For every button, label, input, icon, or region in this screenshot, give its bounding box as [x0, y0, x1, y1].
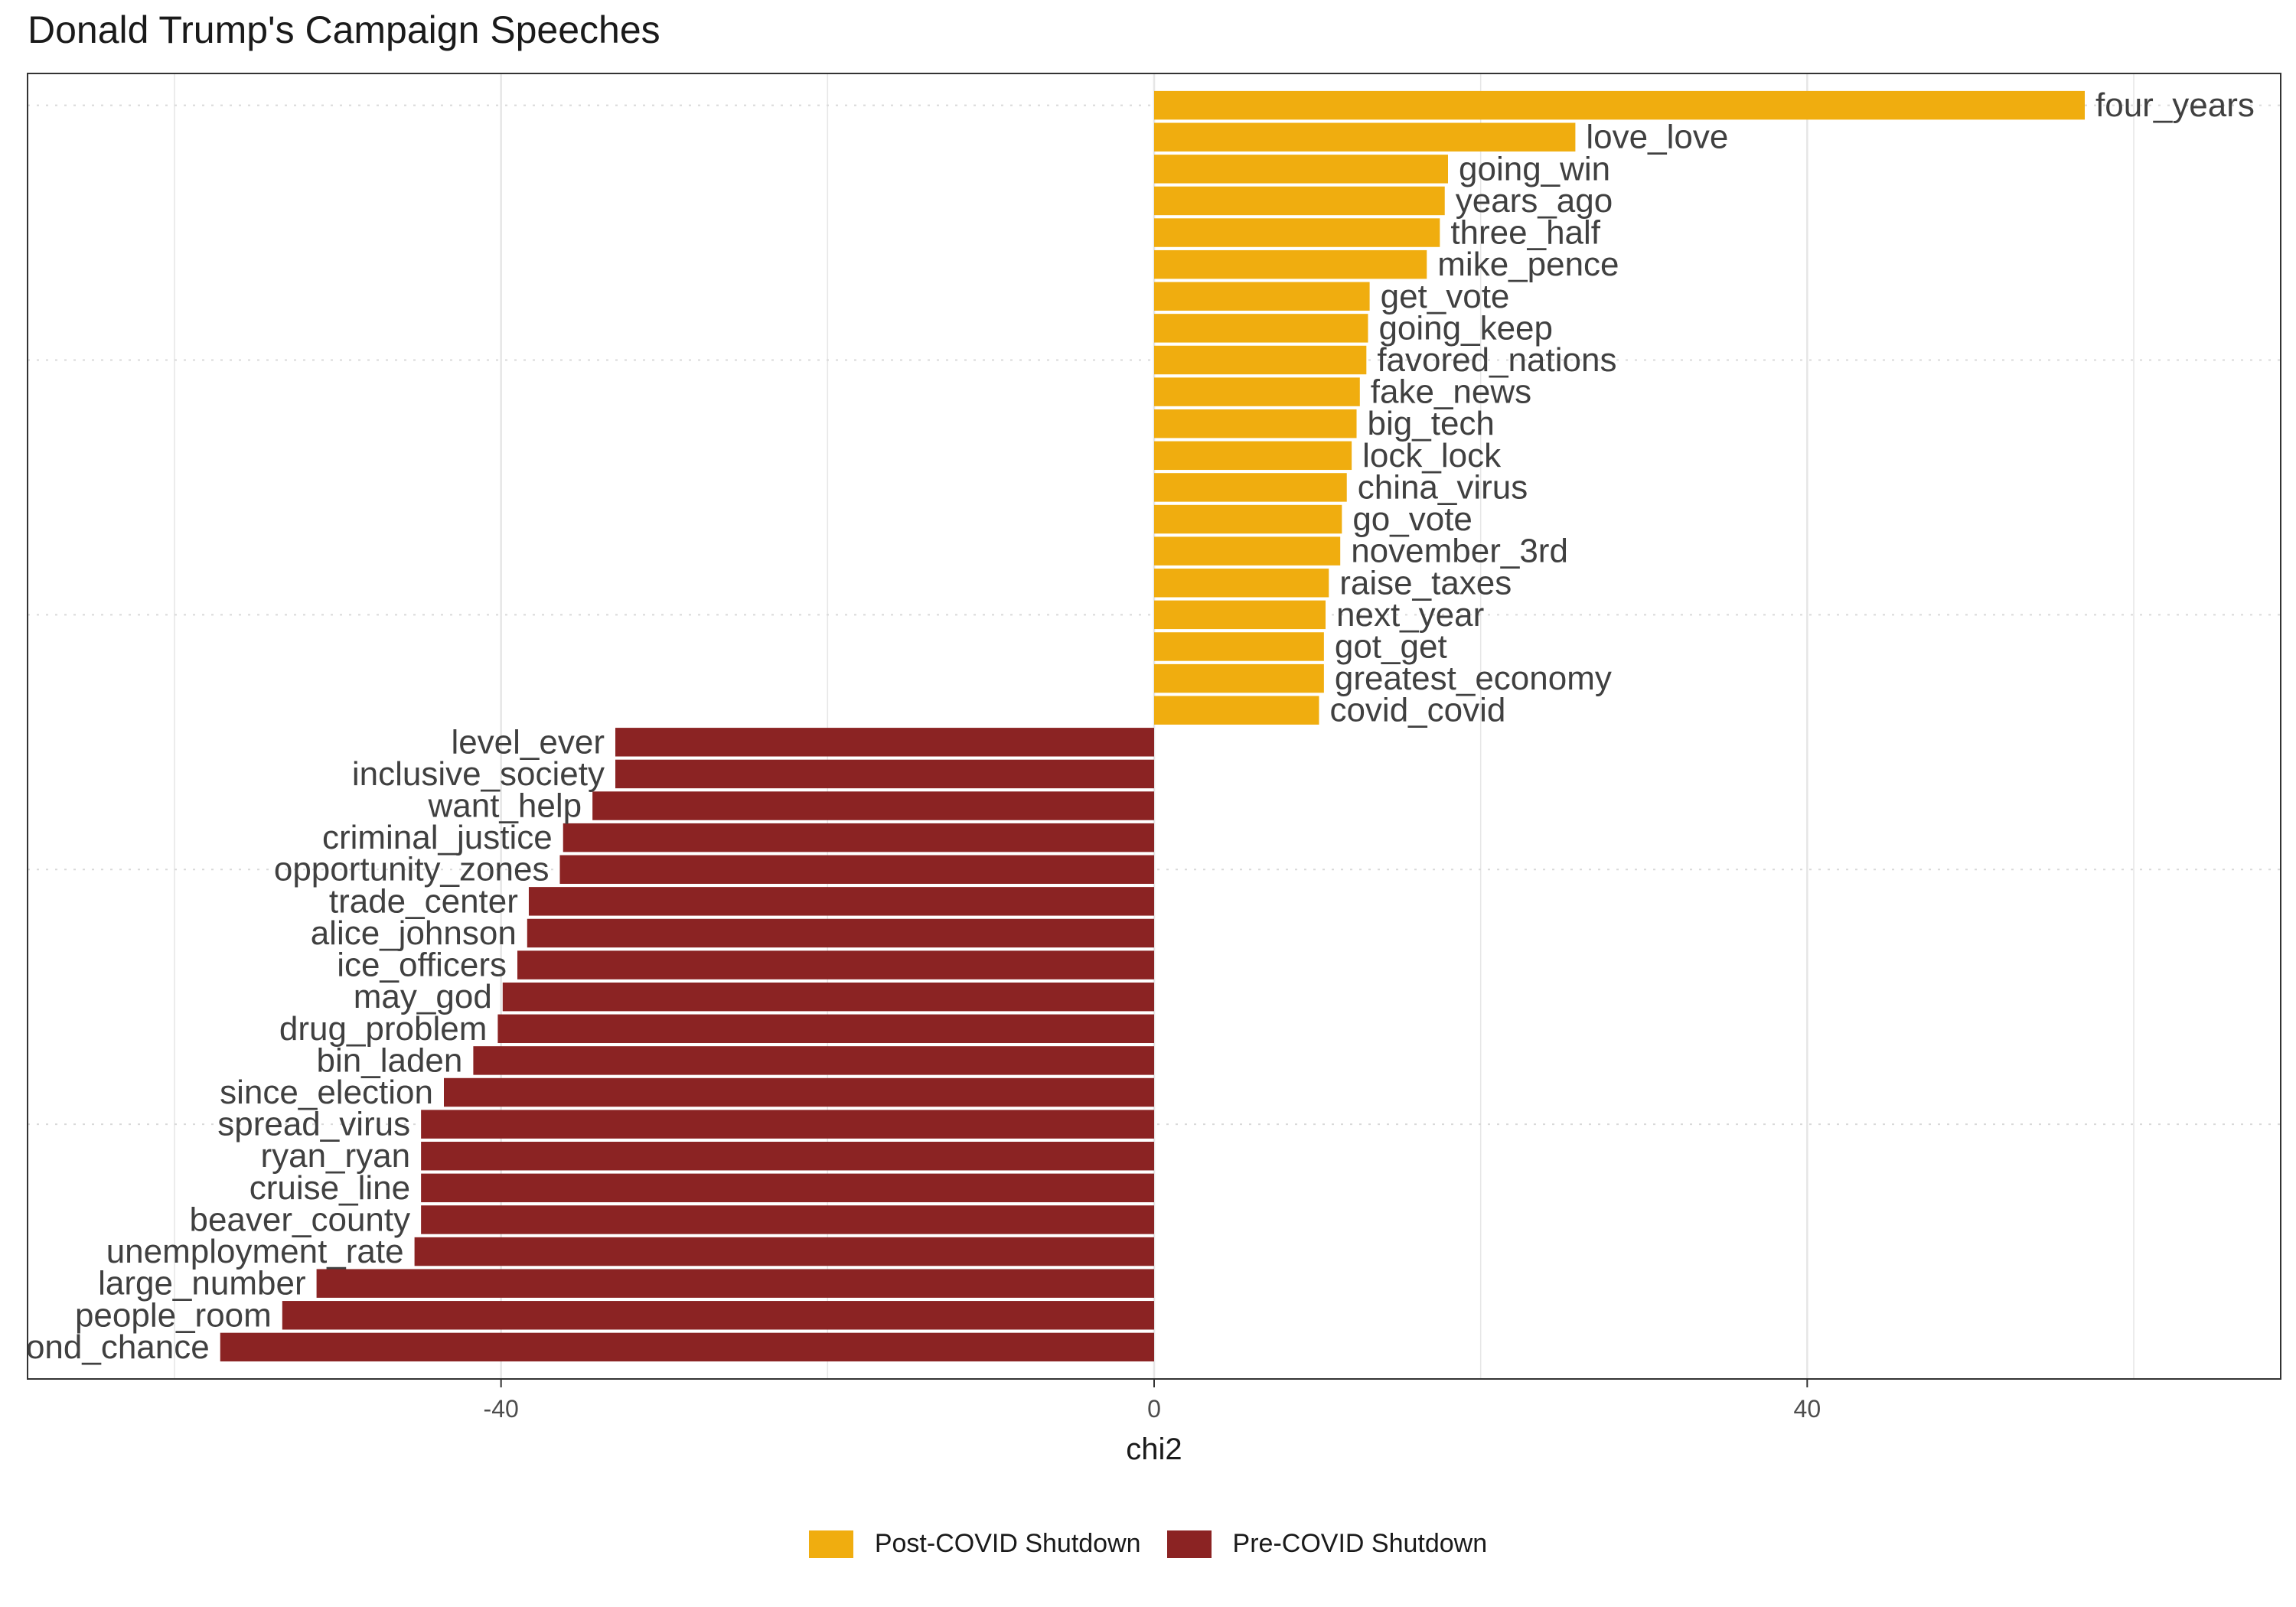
bar-label: years_ago	[1456, 182, 1613, 220]
bar-label: since_election	[220, 1074, 433, 1111]
bar-people-room	[282, 1301, 1154, 1330]
bar-mike-pence	[1154, 249, 1427, 279]
bar-raise-taxes	[1154, 569, 1329, 598]
bar-trade-center	[528, 887, 1154, 916]
bar-cruise-line	[421, 1173, 1154, 1203]
bar-label: bin_laden	[317, 1041, 463, 1079]
bar-label: trade_center	[329, 882, 518, 920]
bar-spread-virus	[421, 1110, 1154, 1139]
bar-label: going_win	[1459, 150, 1610, 187]
bar-label: spread_virus	[217, 1106, 410, 1143]
bar-label: ryan_ryan	[260, 1137, 410, 1175]
bar-label: favored_nations	[1377, 341, 1616, 379]
x-axis-label: chi2	[1126, 1433, 1182, 1466]
chart-title: Donald Trump's Campaign Speeches	[28, 8, 660, 51]
bar-label: drug_problem	[279, 1010, 488, 1048]
bar-got-get	[1154, 632, 1324, 661]
bar-may-god	[502, 982, 1154, 1012]
legend-label-pre: Pre-COVID Shutdown	[1232, 1529, 1488, 1558]
bar-label: level_ever	[451, 723, 605, 761]
bar-level-ever	[615, 728, 1154, 757]
bar-label: love_love	[1586, 119, 1728, 156]
legend-swatch-pre	[1166, 1530, 1212, 1558]
bar-label: going_keep	[1378, 309, 1553, 347]
bar-going-keep	[1154, 314, 1368, 343]
bar-label: mike_pence	[1437, 246, 1619, 283]
x-tick-label: -40	[484, 1395, 519, 1423]
bar-ryan-ryan	[421, 1142, 1154, 1171]
bar-big-tech	[1154, 409, 1357, 438]
bar-label: cruise_line	[249, 1169, 410, 1207]
bar-unemployment-rate	[414, 1237, 1154, 1266]
bar-next-year	[1154, 600, 1326, 630]
bar-ice-officers	[517, 950, 1154, 980]
bar-label: got_get	[1335, 627, 1447, 665]
bar-label: alice_johnson	[311, 914, 517, 952]
bar-label: criminal_justice	[322, 819, 553, 856]
x-tick-label: 40	[1794, 1395, 1821, 1423]
legend: Post-COVID Shutdown Pre-COVID Shutdown	[0, 1529, 2296, 1559]
legend-swatch-post	[808, 1530, 853, 1558]
bar-label: four_years	[2095, 86, 2255, 124]
bar-label: three_half	[1450, 214, 1600, 252]
bar-china-virus	[1154, 473, 1347, 502]
bar-second-chance	[220, 1332, 1154, 1362]
bar-love-love	[1154, 122, 1576, 152]
bar-covid-covid	[1154, 696, 1319, 725]
bar-greatest-economy	[1154, 663, 1324, 693]
bar-label: want_help	[428, 787, 582, 825]
legend-entry-post: Post-COVID Shutdown	[808, 1529, 1141, 1559]
bar-lock-lock	[1154, 441, 1352, 471]
bar-label: china_virus	[1358, 468, 1528, 506]
x-tick-label: 0	[1147, 1395, 1161, 1423]
legend-entry-pre: Pre-COVID Shutdown	[1166, 1529, 1488, 1559]
bar-label: second_chance	[0, 1328, 210, 1366]
bar-label: go_vote	[1352, 500, 1473, 538]
bar-label: fake_news	[1371, 373, 1531, 411]
bar-label: ice_officers	[337, 947, 507, 984]
bar-beaver-county	[421, 1205, 1154, 1234]
bar-label: big_tech	[1368, 405, 1495, 442]
bar-opportunity-zones	[559, 855, 1154, 884]
bar-label: november_3rd	[1351, 533, 1568, 570]
bar-drug-problem	[497, 1014, 1154, 1044]
bar-label: greatest_economy	[1335, 660, 1612, 697]
bar-want-help	[592, 791, 1154, 820]
bar-four-years	[1154, 90, 2085, 120]
bar-years-ago	[1154, 186, 1445, 216]
bar-three-half	[1154, 218, 1440, 247]
bar-november-3rd	[1154, 536, 1341, 566]
bar-label: inclusive_society	[352, 755, 605, 793]
bar-label: opportunity_zones	[274, 851, 550, 888]
bar-label: unemployment_rate	[106, 1233, 404, 1270]
bar-label: covid_covid	[1329, 692, 1505, 729]
bar-favored-nations	[1154, 345, 1367, 375]
bar-label: may_god	[354, 978, 492, 1015]
bar-label: large_number	[98, 1265, 306, 1302]
bar-label: raise_taxes	[1339, 564, 1512, 601]
bar-large-number	[316, 1269, 1155, 1298]
bar-go-vote	[1154, 504, 1342, 534]
bar-bin-laden	[473, 1046, 1154, 1075]
bar-criminal-justice	[563, 823, 1154, 852]
bar-label: lock_lock	[1362, 437, 1502, 474]
bar-inclusive-society	[615, 759, 1154, 789]
bar-fake-news	[1154, 377, 1360, 406]
bar-label: next_year	[1336, 596, 1484, 634]
bar-label: beaver_county	[189, 1201, 410, 1238]
bar-since-election	[444, 1077, 1154, 1107]
legend-label-post: Post-COVID Shutdown	[874, 1529, 1141, 1558]
bar-get-vote	[1154, 282, 1370, 311]
bar-label: people_room	[75, 1296, 272, 1334]
bar-alice-johnson	[527, 918, 1154, 948]
bar-label: get_vote	[1381, 278, 1510, 315]
bar-going-win	[1154, 155, 1448, 184]
